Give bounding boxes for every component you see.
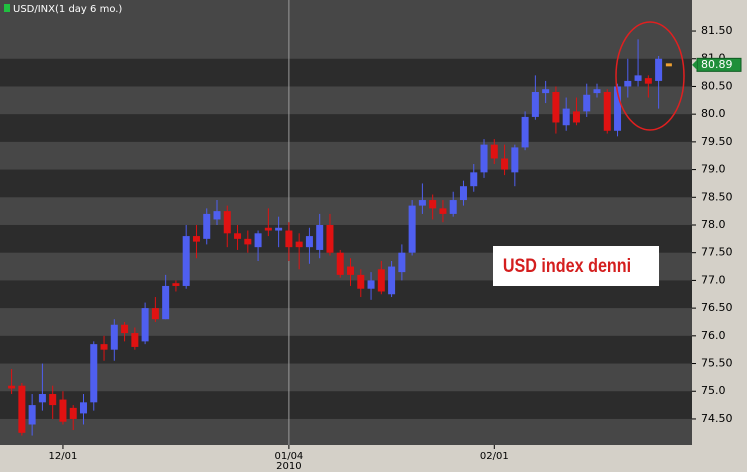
candle-body xyxy=(316,224,324,250)
y-tick-label: 75.0 xyxy=(701,384,726,397)
candle-body xyxy=(429,200,437,209)
grid-band xyxy=(0,58,692,87)
candle-body xyxy=(79,402,87,414)
y-tick-label: 76.50 xyxy=(701,301,733,314)
candle-body xyxy=(38,394,46,403)
candle-body xyxy=(398,252,406,273)
y-tick-label: 80.0 xyxy=(701,107,726,120)
candle-body xyxy=(141,308,149,342)
candle-body xyxy=(603,91,611,131)
candle-body xyxy=(264,227,272,231)
candle-body xyxy=(192,236,200,242)
candle-body xyxy=(203,213,211,239)
candle-body xyxy=(470,172,478,187)
candle-body xyxy=(121,324,129,334)
y-tick-label: 81.50 xyxy=(701,24,733,37)
candle-body xyxy=(459,186,467,201)
candle-body xyxy=(8,385,16,389)
candle-body xyxy=(408,205,416,253)
candle-body xyxy=(28,405,36,425)
x-tick-label: 12/01 xyxy=(49,451,78,462)
candle-body xyxy=(295,241,303,248)
candle-body xyxy=(223,211,231,234)
last-price-label: 80.89 xyxy=(701,58,733,71)
candle-body xyxy=(275,227,283,231)
candle-body xyxy=(552,91,560,123)
candle-body xyxy=(531,91,539,117)
candle-body xyxy=(377,269,385,292)
candle-body xyxy=(131,333,139,347)
candle-body xyxy=(490,144,498,159)
candle-body xyxy=(182,236,190,286)
candle-body xyxy=(162,285,170,320)
candle-body xyxy=(336,252,344,275)
candle-body xyxy=(110,324,118,350)
candle-body xyxy=(388,266,396,295)
grid-band xyxy=(0,169,692,198)
x-axis-panel xyxy=(0,445,692,472)
candle-body xyxy=(213,211,221,220)
candle-body xyxy=(644,78,652,84)
candle-body xyxy=(449,200,457,214)
candle-body xyxy=(367,280,375,289)
y-tick-label: 79.0 xyxy=(701,163,726,176)
candle-body xyxy=(90,344,98,403)
candle-body xyxy=(69,407,77,419)
candle-body xyxy=(151,308,159,320)
candle-body xyxy=(624,80,632,87)
candle-body xyxy=(655,58,663,81)
candle-body xyxy=(511,147,519,173)
grid-band xyxy=(0,391,692,419)
candle-body xyxy=(614,86,622,131)
candle-body xyxy=(583,94,591,112)
candle-body xyxy=(562,108,570,126)
highlight-ellipse xyxy=(615,21,685,131)
y-tick-label: 78.50 xyxy=(701,190,733,203)
candle-body xyxy=(285,230,293,248)
candle-body xyxy=(480,144,488,173)
candle-body xyxy=(254,233,262,248)
candle-body xyxy=(234,233,242,239)
last-price-arrow xyxy=(692,59,697,70)
candle-body xyxy=(572,111,580,123)
candle-body xyxy=(305,236,313,248)
y-tick-label: 78.0 xyxy=(701,218,726,231)
grid-band xyxy=(0,114,692,142)
y-tick-label: 76.0 xyxy=(701,329,726,342)
candle-body xyxy=(418,200,426,206)
candle-body xyxy=(439,208,447,214)
candle-body xyxy=(59,399,67,422)
candle-body xyxy=(542,89,550,94)
chart-title: USD/INX(1 day 6 mo.) xyxy=(13,4,122,15)
candle-body xyxy=(593,89,601,94)
candle-body xyxy=(49,394,57,406)
y-tick-label: 75.50 xyxy=(701,357,733,370)
legend-swatch xyxy=(4,4,10,12)
axis-panel xyxy=(692,0,747,472)
candle-body xyxy=(326,224,334,253)
candle-body xyxy=(172,283,180,286)
candle-body xyxy=(357,274,365,289)
candle-body xyxy=(100,344,108,350)
candle-body xyxy=(521,116,529,148)
y-tick-label: 77.50 xyxy=(701,246,733,259)
x-tick-label: 02/01 xyxy=(480,451,509,462)
y-tick-label: 79.50 xyxy=(701,135,733,148)
candle-body xyxy=(501,158,509,170)
y-tick-label: 74.50 xyxy=(701,412,733,425)
candle-body xyxy=(347,266,355,275)
candle-body xyxy=(18,385,26,433)
candle-body xyxy=(634,75,642,81)
y-tick-label: 80.50 xyxy=(701,79,733,92)
x-sublabel: 2010 xyxy=(276,461,301,472)
x-tick-label: 01/04 xyxy=(274,451,303,462)
candle-body xyxy=(244,238,252,245)
y-tick-label: 77.0 xyxy=(701,273,726,286)
annotation-box xyxy=(493,246,659,286)
annotation: USD index denni xyxy=(503,255,631,277)
